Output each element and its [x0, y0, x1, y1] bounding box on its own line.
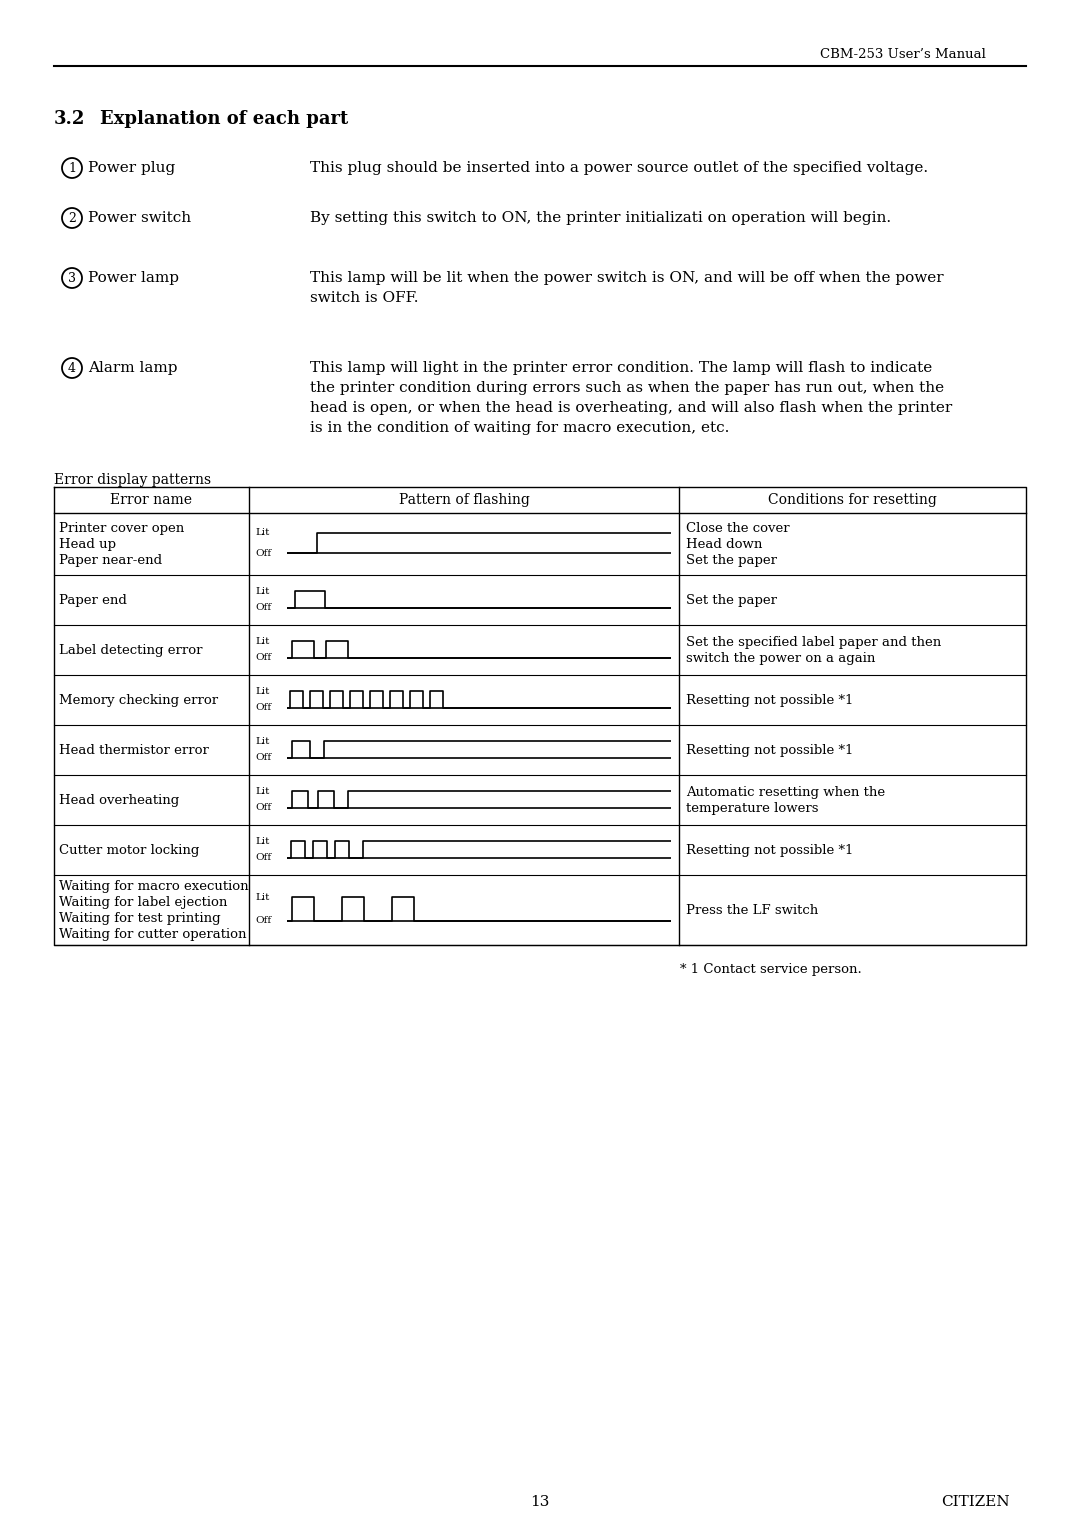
Text: Power switch: Power switch [87, 211, 191, 225]
Text: switch is OFF.: switch is OFF. [310, 290, 419, 306]
Text: Off: Off [255, 804, 271, 811]
Text: Off: Off [255, 853, 271, 862]
Text: * 1 Contact service person.: * 1 Contact service person. [680, 963, 862, 976]
Text: 3.2: 3.2 [54, 110, 85, 128]
Text: Error display patterns: Error display patterns [54, 474, 211, 487]
Text: Conditions for resetting: Conditions for resetting [768, 494, 937, 507]
Text: Error name: Error name [110, 494, 192, 507]
Text: CITIZEN: CITIZEN [942, 1494, 1010, 1510]
Text: Head overheating: Head overheating [59, 795, 179, 807]
Text: Lit: Lit [255, 736, 269, 746]
Text: the printer condition during errors such as when the paper has run out, when the: the printer condition during errors such… [310, 380, 944, 396]
Text: Waiting for test printing: Waiting for test printing [59, 912, 220, 924]
Text: Lit: Lit [255, 787, 269, 796]
Text: Paper end: Paper end [59, 594, 126, 607]
Text: is in the condition of waiting for macro execution, etc.: is in the condition of waiting for macro… [310, 422, 729, 435]
Text: Set the paper: Set the paper [686, 594, 777, 607]
Text: Off: Off [255, 703, 271, 712]
Text: Resetting not possible *1: Resetting not possible *1 [686, 744, 853, 756]
Text: This lamp will be lit when the power switch is ON, and will be off when the powe: This lamp will be lit when the power swi… [310, 270, 944, 286]
Text: Set the paper: Set the paper [686, 555, 777, 567]
Text: This lamp will light in the printer error condition. The lamp will flash to indi: This lamp will light in the printer erro… [310, 361, 932, 374]
Text: Set the specified label paper and then: Set the specified label paper and then [686, 636, 942, 649]
Text: Waiting for label ejection: Waiting for label ejection [59, 895, 228, 909]
Text: Resetting not possible *1: Resetting not possible *1 [686, 843, 853, 857]
Text: temperature lowers: temperature lowers [686, 802, 819, 814]
Text: switch the power on a again: switch the power on a again [686, 652, 876, 665]
Text: Lit: Lit [255, 836, 269, 845]
Text: 3: 3 [68, 272, 76, 284]
Text: Power lamp: Power lamp [87, 270, 179, 286]
Text: Memory checking error: Memory checking error [59, 694, 218, 707]
Text: 13: 13 [530, 1494, 550, 1510]
Text: Off: Off [255, 549, 271, 558]
Text: Resetting not possible *1: Resetting not possible *1 [686, 694, 853, 707]
Text: Close the cover: Close the cover [686, 523, 789, 535]
Text: Waiting for cutter operation: Waiting for cutter operation [59, 927, 246, 941]
Text: Pattern of flashing: Pattern of flashing [399, 494, 529, 507]
Text: 1: 1 [68, 162, 76, 174]
Text: This plug should be inserted into a power source outlet of the specified voltage: This plug should be inserted into a powe… [310, 160, 928, 176]
Text: Off: Off [255, 915, 271, 924]
Text: Lit: Lit [255, 892, 269, 902]
Text: Automatic resetting when the: Automatic resetting when the [686, 785, 886, 799]
Text: Printer cover open: Printer cover open [59, 523, 185, 535]
Text: Label detecting error: Label detecting error [59, 643, 203, 657]
Text: Power plug: Power plug [87, 160, 175, 176]
Text: Off: Off [255, 753, 271, 762]
Text: Press the LF switch: Press the LF switch [686, 905, 819, 917]
Text: Explanation of each part: Explanation of each part [100, 110, 348, 128]
Text: 4: 4 [68, 362, 76, 374]
Text: Cutter motor locking: Cutter motor locking [59, 843, 200, 857]
Text: Lit: Lit [255, 529, 269, 538]
Text: Waiting for macro execution: Waiting for macro execution [59, 880, 248, 892]
Text: Head down: Head down [686, 538, 762, 552]
Text: Off: Off [255, 604, 271, 613]
Text: Paper near-end: Paper near-end [59, 555, 162, 567]
Text: Head thermistor error: Head thermistor error [59, 744, 208, 756]
Text: By setting this switch to ON, the printer initializati on operation will begin.: By setting this switch to ON, the printe… [310, 211, 891, 225]
Text: Off: Off [255, 652, 271, 662]
Text: Lit: Lit [255, 587, 269, 596]
Text: Alarm lamp: Alarm lamp [87, 361, 177, 374]
Text: Lit: Lit [255, 686, 269, 695]
Text: 2: 2 [68, 211, 76, 225]
Text: head is open, or when the head is overheating, and will also flash when the prin: head is open, or when the head is overhe… [310, 400, 953, 416]
Text: CBM-253 User’s Manual: CBM-253 User’s Manual [820, 47, 986, 61]
Text: Head up: Head up [59, 538, 116, 552]
Text: Lit: Lit [255, 637, 269, 645]
